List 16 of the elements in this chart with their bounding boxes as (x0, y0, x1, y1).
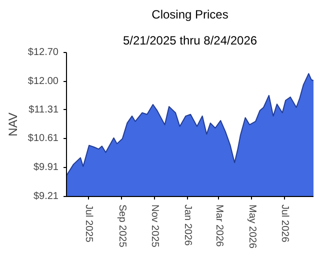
y-tick-label: $10.61 (28, 133, 59, 144)
x-tick-label: Jan 2026 (182, 204, 193, 246)
chart-title: Closing Prices (152, 8, 228, 22)
x-tick-label: Mar 2026 (213, 204, 224, 248)
y-tick-label: $12.00 (28, 76, 59, 87)
y-tick-label: $11.31 (28, 104, 59, 116)
x-tick-label: Sep 2025 (116, 204, 128, 248)
y-tick-label: $9.91 (33, 162, 59, 174)
y-tick-label: $12.70 (28, 47, 59, 58)
x-tick-label: Jul 2025 (83, 204, 94, 243)
chart-subtitle: 5/21/2025 thru 8/24/2026 (122, 34, 258, 48)
y-tick-label: $9.21 (33, 191, 59, 202)
y-axis-title: NAV (6, 112, 20, 136)
x-tick-label: Nov 2025 (149, 204, 160, 248)
x-tick-label: Jul 2026 (279, 204, 290, 243)
x-tick-label: May 2026 (246, 204, 258, 249)
